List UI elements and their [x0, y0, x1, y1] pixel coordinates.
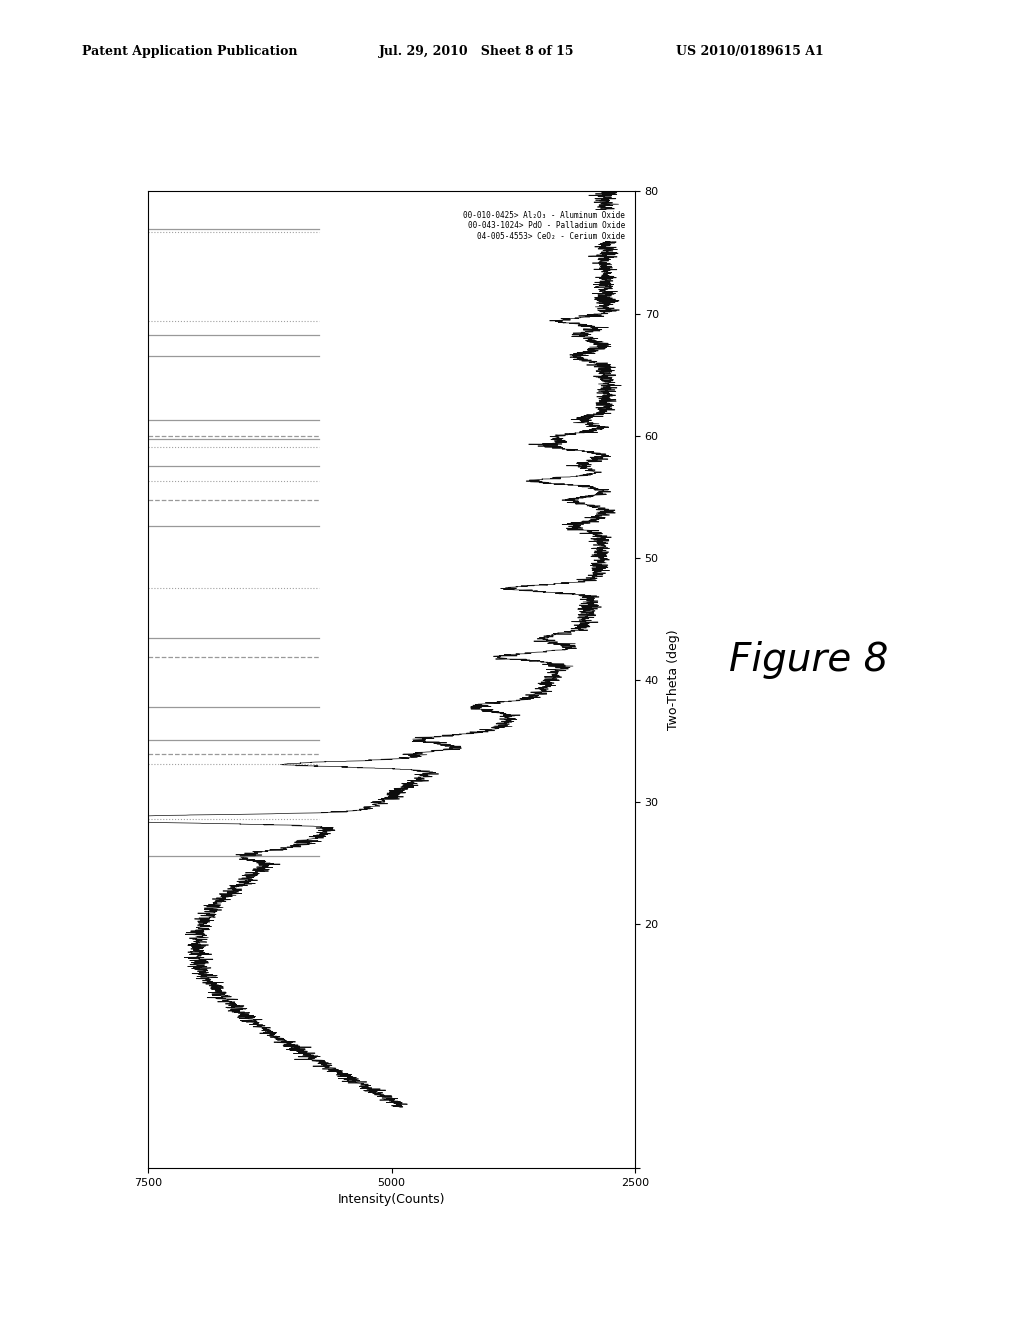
- Text: Patent Application Publication: Patent Application Publication: [82, 45, 297, 58]
- Y-axis label: Two-Theta (deg): Two-Theta (deg): [667, 630, 680, 730]
- X-axis label: Intensity(Counts): Intensity(Counts): [338, 1193, 445, 1206]
- Text: Jul. 29, 2010   Sheet 8 of 15: Jul. 29, 2010 Sheet 8 of 15: [379, 45, 574, 58]
- Text: Figure 8: Figure 8: [729, 642, 889, 678]
- Text: 00-010-0425> Al₂O₃ - Aluminum Oxide
00-043-1024> PdO - Palladium Oxide
04-005-45: 00-010-0425> Al₂O₃ - Aluminum Oxide 00-0…: [463, 211, 625, 240]
- Text: US 2010/0189615 A1: US 2010/0189615 A1: [676, 45, 823, 58]
